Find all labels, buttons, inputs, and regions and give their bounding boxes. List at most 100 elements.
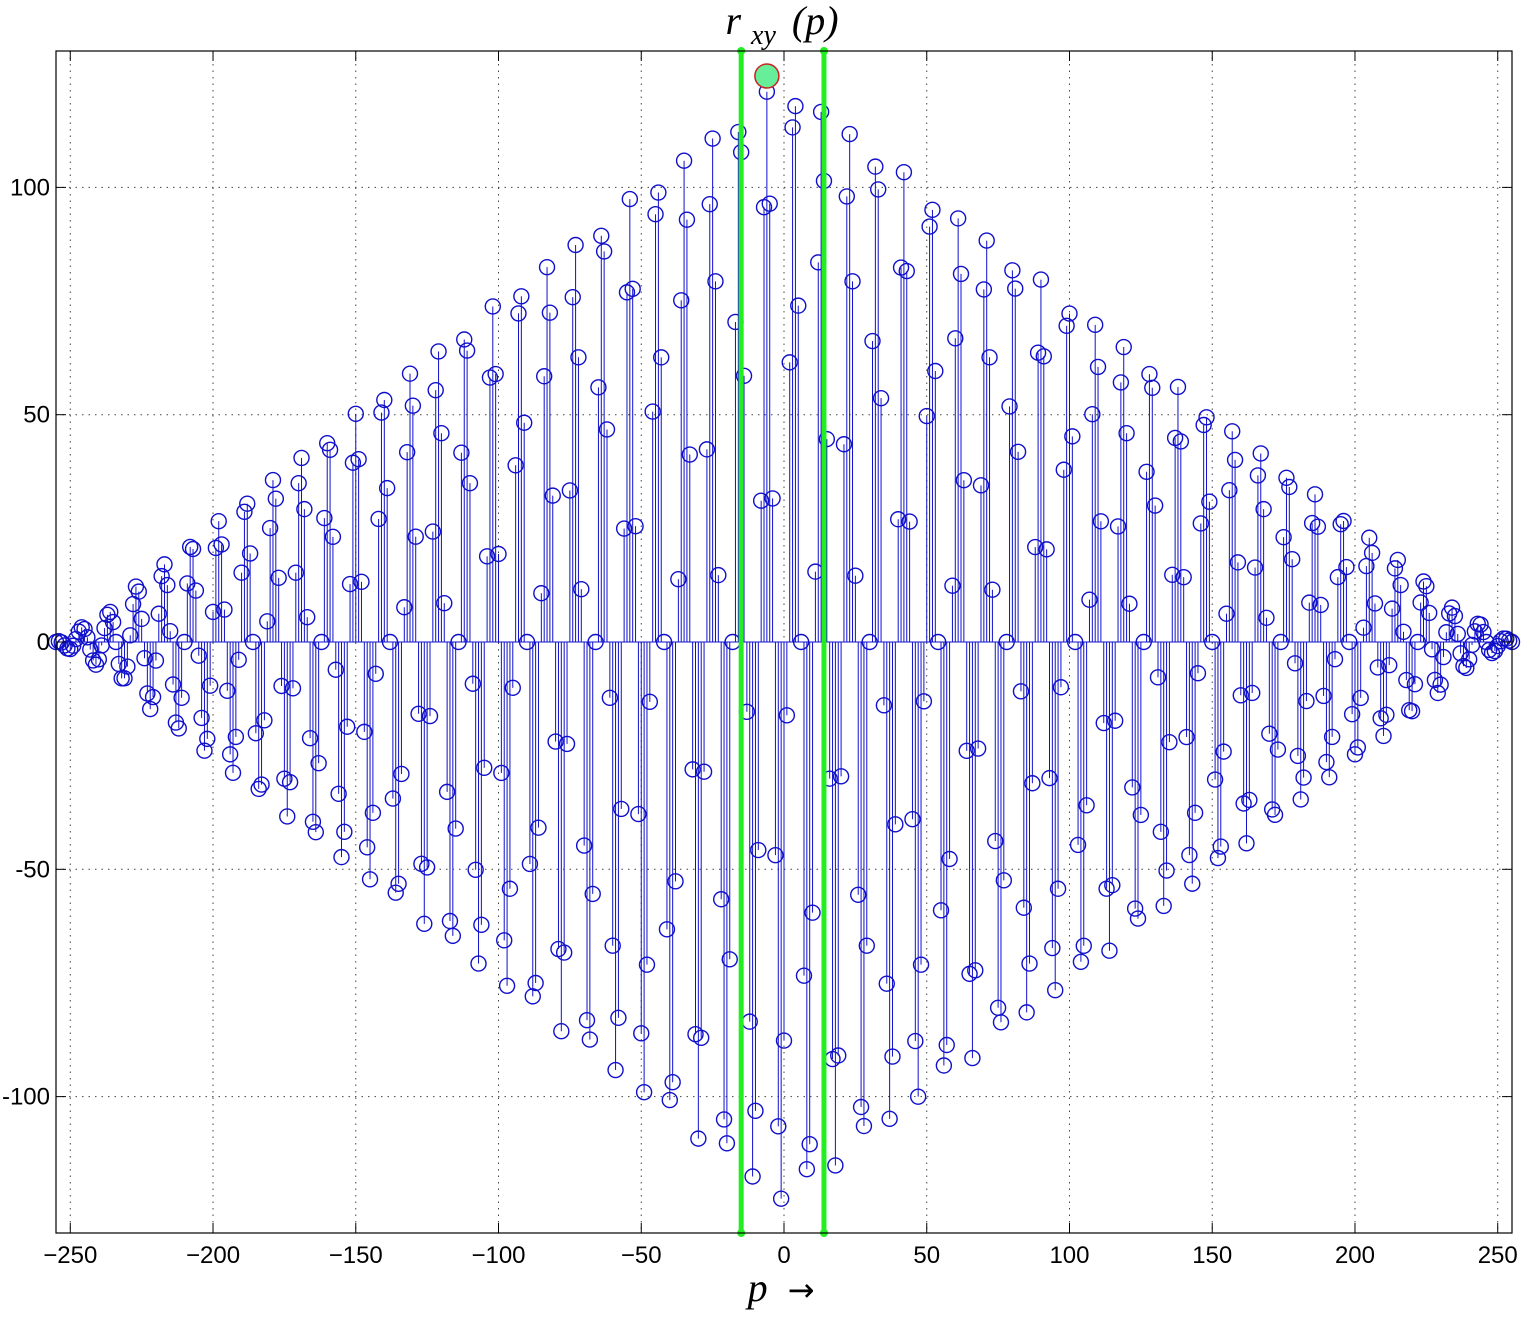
x-tick-label: −200 [186, 1242, 240, 1269]
stem-marker [341, 575, 359, 593]
stem-marker [575, 837, 593, 854]
x-tick-label: 100 [1049, 1242, 1089, 1269]
stem-marker [107, 633, 125, 651]
stem-marker [827, 1157, 844, 1174]
stem-marker [230, 651, 247, 669]
stem-marker [635, 1084, 653, 1101]
stem-marker [1275, 528, 1292, 546]
stem-marker [296, 500, 313, 518]
stem-marker [1452, 645, 1469, 662]
stem-marker [196, 742, 213, 759]
stem-marker [510, 305, 527, 322]
stem-marker [1246, 559, 1264, 576]
stem-marker [764, 490, 781, 507]
stem-marker [1195, 416, 1212, 434]
stem-marker [715, 1111, 733, 1128]
stem-marker [915, 693, 933, 710]
stem-marker [133, 610, 150, 628]
stem-marker [1047, 982, 1064, 999]
y-tick-label: 100 [10, 174, 50, 201]
stem-marker [555, 944, 573, 961]
stem-marker [227, 728, 245, 746]
stem-marker [1323, 728, 1341, 746]
stem-marker [313, 633, 330, 651]
stem-marker [675, 152, 693, 169]
stem-marker [904, 811, 921, 828]
stem-marker [418, 859, 436, 876]
stem-marker [150, 605, 167, 622]
stem-marker [1312, 596, 1329, 614]
stem-marker [929, 633, 947, 651]
stem-marker [430, 343, 447, 360]
stem-marker [307, 823, 324, 841]
peak-marker-layer [754, 63, 780, 89]
y-tick-label: -100 [2, 1084, 50, 1111]
stem-marker [221, 746, 239, 763]
stem-marker [653, 349, 670, 366]
stem-marker [1289, 747, 1307, 765]
xlabel-var: p [745, 1265, 768, 1310]
stem-marker [467, 861, 484, 878]
stem-marker [1363, 544, 1381, 562]
stem-marker [607, 1061, 624, 1079]
stem-marker [1395, 623, 1412, 640]
stem-marker [147, 652, 165, 669]
stem-marker [1383, 600, 1401, 617]
stem-marker [1064, 428, 1081, 445]
x-tick-label: 200 [1335, 1242, 1375, 1269]
x-tick-label: −250 [43, 1242, 97, 1269]
stem-marker [838, 188, 856, 205]
stem-marker [870, 181, 887, 198]
stem-marker [852, 1098, 870, 1116]
stem-marker [1004, 262, 1021, 279]
stem-marker [610, 1009, 627, 1027]
x-tick-label: 150 [1192, 1242, 1232, 1269]
stem-marker [438, 783, 456, 801]
stem-marker [1052, 679, 1070, 696]
stem-marker [861, 633, 878, 651]
stem-marker [173, 689, 190, 707]
stem-marker [944, 577, 961, 594]
stem-marker [176, 633, 193, 651]
stem-marker [1315, 687, 1332, 705]
stem-marker [119, 658, 136, 675]
stem-marker [584, 885, 601, 903]
stem-marker [690, 1130, 707, 1147]
stem-marker [835, 436, 853, 453]
stem-marker [473, 916, 490, 934]
stem-marker [1266, 806, 1284, 824]
stem-marker [398, 443, 416, 461]
stem-marker [630, 805, 647, 823]
stem-marker [1261, 725, 1278, 742]
stem-marker [1041, 769, 1058, 787]
stem-marker [964, 1049, 981, 1067]
stem-marker [1429, 684, 1446, 702]
stem-marker [678, 211, 696, 228]
stem-marker [650, 184, 667, 201]
stem-marker [79, 629, 96, 646]
stem-marker [718, 1135, 736, 1152]
stem-marker [1255, 500, 1272, 518]
stem-marker [153, 567, 170, 585]
stem-marker [1198, 409, 1215, 426]
stem-marker [104, 613, 122, 631]
stem-marker [241, 545, 259, 562]
stem-marker [324, 528, 342, 546]
stem-marker [981, 349, 998, 366]
stem-marker [1378, 706, 1395, 723]
stem-marker [216, 601, 233, 618]
stem-marker [310, 754, 327, 772]
stem-marker [1078, 797, 1095, 814]
stem-marker [975, 281, 993, 298]
stem-marker [847, 567, 864, 584]
y-tick-label: 50 [23, 402, 50, 429]
peak-marker [754, 63, 780, 89]
stem-marker [390, 875, 407, 893]
stem-marker [681, 446, 698, 463]
stem-marker [1112, 374, 1130, 391]
stem-marker [199, 730, 216, 748]
stem-marker [484, 298, 501, 315]
stem-marker [615, 520, 633, 537]
stem-marker [1418, 577, 1435, 595]
stem-marker [595, 243, 613, 260]
